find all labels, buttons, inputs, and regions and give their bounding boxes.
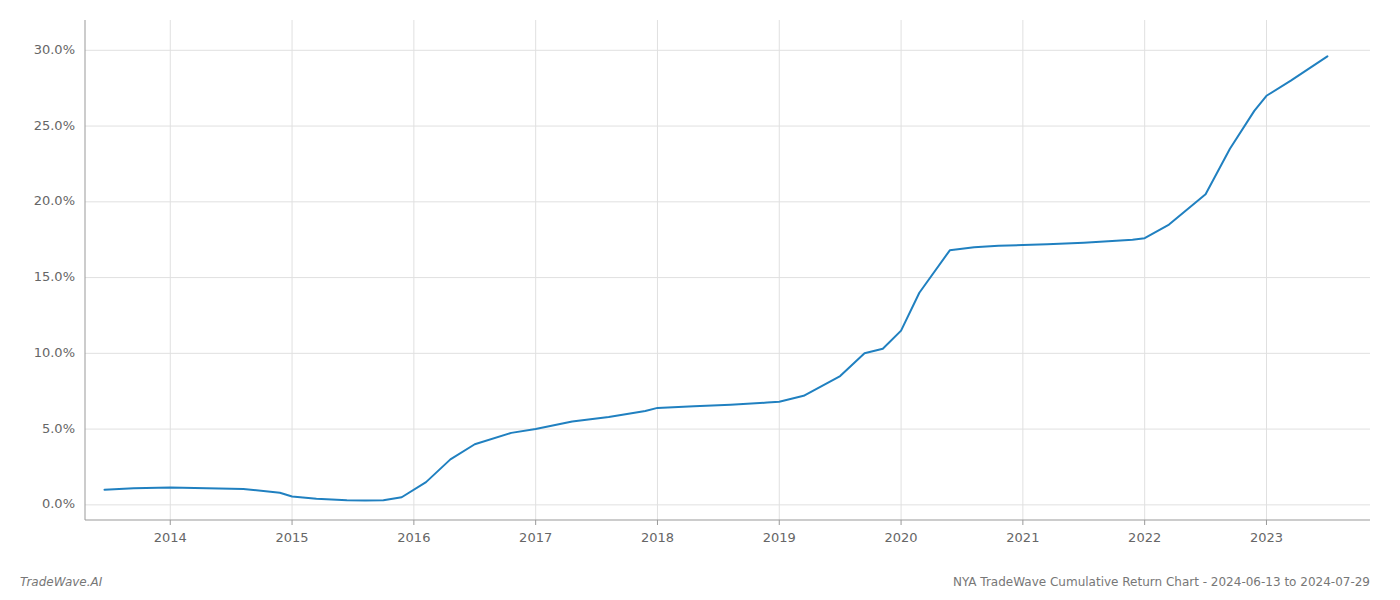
x-tick-mark bbox=[535, 520, 536, 525]
y-tick-label: 15.0% bbox=[34, 269, 75, 284]
x-tick-mark bbox=[1022, 520, 1023, 525]
x-tick-label: 2019 bbox=[763, 530, 796, 545]
y-grid-line bbox=[85, 50, 1370, 51]
x-grid-line bbox=[292, 20, 293, 520]
y-tick-label: 10.0% bbox=[34, 345, 75, 360]
x-tick-label: 2020 bbox=[885, 530, 918, 545]
x-tick-label: 2023 bbox=[1250, 530, 1283, 545]
y-tick-label: 5.0% bbox=[42, 421, 75, 436]
x-tick-label: 2015 bbox=[276, 530, 309, 545]
x-grid-line bbox=[170, 20, 171, 520]
x-grid-line bbox=[535, 20, 536, 520]
y-tick-label: 25.0% bbox=[34, 118, 75, 133]
x-tick-mark bbox=[413, 520, 414, 525]
y-grid-line bbox=[85, 277, 1370, 278]
y-tick-label: 30.0% bbox=[34, 42, 75, 57]
x-tick-mark bbox=[779, 520, 780, 525]
x-tick-label: 2016 bbox=[397, 530, 430, 545]
footer-right: NYA TradeWave Cumulative Return Chart - … bbox=[953, 575, 1370, 589]
x-tick-label: 2017 bbox=[519, 530, 552, 545]
y-grid-line bbox=[85, 353, 1370, 354]
plot-area bbox=[104, 56, 1327, 500]
x-tick-mark bbox=[1266, 520, 1267, 525]
y-tick-label: 20.0% bbox=[34, 193, 75, 208]
x-grid-line bbox=[901, 20, 902, 520]
y-grid-line bbox=[85, 201, 1370, 202]
chart: 0.0% 5.0% 10.0% 15.0% 20.0% 25.0% 30.0% 2014 201… bbox=[0, 0, 1400, 600]
return-line bbox=[104, 56, 1327, 500]
x-tick-label: 2022 bbox=[1128, 530, 1161, 545]
grid bbox=[85, 20, 1370, 520]
x-tick-label: 2021 bbox=[1006, 530, 1039, 545]
x-grid-line bbox=[1144, 20, 1145, 520]
axes: 0.0% 5.0% 10.0% 15.0% 20.0% 25.0% 30.0% 2014 201… bbox=[34, 20, 1370, 545]
y-grid-line bbox=[85, 126, 1370, 127]
x-grid-line bbox=[779, 20, 780, 520]
x-tick-label: 2018 bbox=[641, 530, 674, 545]
x-axis-line bbox=[85, 520, 1370, 521]
y-axis-line bbox=[85, 20, 86, 520]
y-tick-label: 0.0% bbox=[42, 496, 75, 511]
x-tick-label: 2014 bbox=[154, 530, 187, 545]
footer-left: TradeWave.AI bbox=[20, 575, 103, 589]
y-grid-line bbox=[85, 429, 1370, 430]
x-tick-mark bbox=[1144, 520, 1145, 525]
x-grid-line bbox=[1022, 20, 1023, 520]
x-tick-mark bbox=[292, 520, 293, 525]
x-grid-line bbox=[657, 20, 658, 520]
x-grid-line bbox=[413, 20, 414, 520]
y-grid-line bbox=[85, 504, 1370, 505]
x-tick-mark bbox=[657, 520, 658, 525]
x-tick-mark bbox=[170, 520, 171, 525]
x-tick-mark bbox=[901, 520, 902, 525]
